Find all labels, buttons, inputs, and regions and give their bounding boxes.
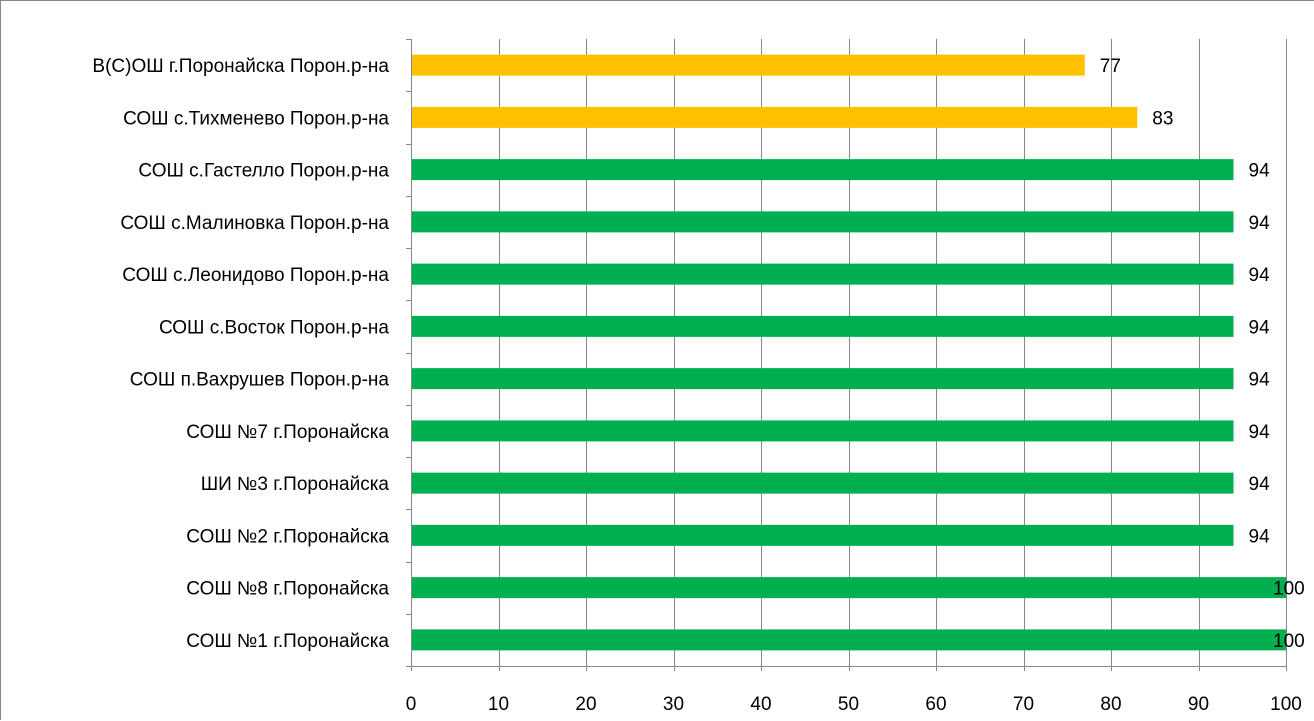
category-label: В(С)ОШ г.Поронайска Порон.р-на — [92, 56, 389, 77]
category-label: СОШ с.Гастелло Порон.р-на — [138, 161, 389, 182]
data-label: 100 — [1273, 631, 1305, 652]
x-tick-label: 50 — [838, 694, 859, 715]
category-label: СОШ №2 г.Поронайска — [186, 526, 389, 547]
data-label: 94 — [1249, 474, 1271, 495]
x-tick-label: 80 — [1100, 694, 1121, 715]
x-tick-label: 40 — [750, 694, 771, 715]
bar — [412, 577, 1286, 599]
data-label: 94 — [1249, 317, 1271, 338]
data-label: 94 — [1249, 265, 1271, 286]
x-tick-label: 70 — [1013, 694, 1034, 715]
bar — [412, 472, 1234, 494]
category-label: СОШ с.Леонидово Порон.р-на — [122, 265, 389, 286]
data-label: 77 — [1100, 56, 1121, 77]
bar — [412, 211, 1234, 233]
category-label: СОШ №8 г.Поронайска — [186, 579, 389, 600]
bar — [412, 106, 1138, 128]
category-label: СОШ с.Малиновка Порон.р-на — [120, 213, 389, 234]
bar — [412, 54, 1085, 76]
data-label: 94 — [1249, 370, 1271, 391]
data-label: 94 — [1249, 526, 1271, 547]
category-label: СОШ п.Вахрушев Порон.р-на — [130, 370, 390, 391]
bar — [412, 524, 1234, 546]
bar — [412, 368, 1234, 390]
x-tick-label: 90 — [1188, 694, 1209, 715]
x-tick-label: 20 — [575, 694, 596, 715]
bar — [412, 315, 1234, 337]
bar — [412, 263, 1234, 285]
data-label: 83 — [1152, 108, 1173, 129]
x-tick-label: 30 — [663, 694, 684, 715]
category-label: СОШ с.Восток Порон.р-на — [159, 317, 389, 338]
data-label: 100 — [1273, 579, 1305, 600]
category-label: СОШ №7 г.Поронайска — [186, 422, 389, 443]
data-label: 94 — [1249, 161, 1271, 182]
x-tick-label: 60 — [925, 694, 946, 715]
x-tick-label: 100 — [1270, 694, 1302, 715]
data-label: 94 — [1249, 422, 1271, 443]
category-label: СОШ с.Тихменево Порон.р-на — [123, 108, 389, 129]
bar — [412, 629, 1286, 651]
x-tick-label: 10 — [488, 694, 509, 715]
bar — [412, 159, 1234, 181]
data-label: 94 — [1249, 213, 1271, 234]
category-label: СОШ №1 г.Поронайска — [186, 631, 389, 652]
bar — [412, 420, 1234, 442]
category-label: ШИ №3 г.Поронайска — [201, 474, 390, 495]
x-tick-label: 0 — [406, 694, 417, 715]
